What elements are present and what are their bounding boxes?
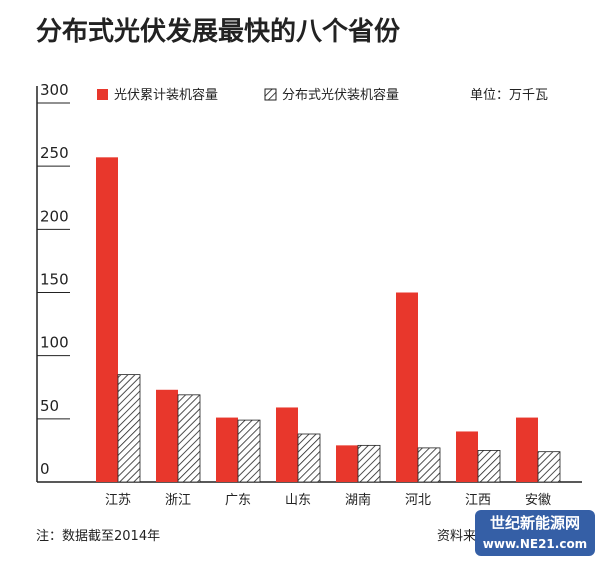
bar — [216, 417, 238, 482]
x-tick-label: 安徽 — [525, 493, 551, 508]
watermark: 世纪新能源网 www.NE21.com — [475, 510, 595, 556]
x-tick-label: 江苏 — [105, 492, 131, 508]
bar — [456, 431, 478, 482]
chart-title: 分布式光伏发展最快的八个省份 — [36, 16, 400, 47]
bar — [96, 157, 118, 482]
note: 注：数据截至2014年 — [36, 529, 160, 544]
x-tick-label: 湖南 — [345, 492, 371, 508]
bar — [336, 445, 358, 482]
y-tick-label: 250 — [40, 144, 69, 162]
x-tick-label: 河北 — [405, 493, 431, 508]
legend-label: 分布式光伏装机容量 — [282, 87, 399, 103]
legend-swatch — [97, 89, 108, 100]
x-tick-label: 浙江 — [165, 493, 191, 508]
x-tick-label: 江西 — [465, 493, 491, 508]
y-tick-label: 200 — [40, 207, 69, 225]
bar — [276, 407, 298, 482]
source: 资料来 — [437, 529, 476, 544]
bar — [117, 374, 141, 483]
bar — [477, 450, 501, 483]
watermark-box — [475, 510, 595, 556]
y-tick-label: 50 — [40, 397, 59, 415]
watermark-url: www.NE21.com — [483, 537, 587, 551]
bar — [237, 419, 261, 483]
bar — [357, 444, 381, 483]
y-tick-label: 300 — [40, 81, 69, 99]
bar — [297, 433, 321, 483]
y-tick-label: 150 — [40, 271, 69, 289]
bar — [396, 292, 418, 482]
x-tick-label: 广东 — [225, 493, 251, 508]
bar — [516, 417, 538, 482]
legend-label: 光伏累计装机容量 — [114, 87, 218, 103]
watermark-name: 世纪新能源网 — [490, 514, 580, 532]
x-tick-label: 山东 — [285, 493, 311, 508]
bar — [156, 389, 178, 482]
bar — [537, 451, 561, 483]
y-tick-label: 100 — [40, 334, 69, 352]
bar — [177, 394, 201, 483]
unit-label: 单位：万千瓦 — [470, 88, 548, 103]
y-tick-label: 0 — [40, 460, 50, 478]
legend-swatch — [264, 88, 277, 101]
bar — [417, 447, 441, 483]
